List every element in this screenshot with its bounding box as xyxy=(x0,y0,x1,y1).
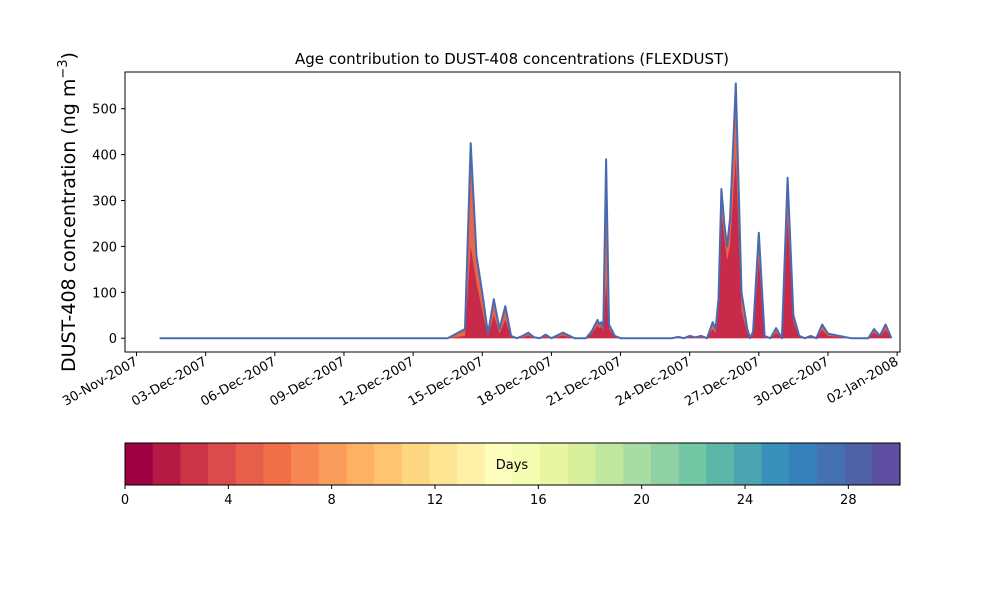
colorbar-frame xyxy=(124,442,901,486)
x-tick-label: 27-Dec-2007 xyxy=(682,354,762,409)
colorbar-segment xyxy=(429,443,458,485)
colorbar-segment xyxy=(816,443,846,485)
colorbar-segment xyxy=(180,443,209,485)
x-axis: 30-Nov-200703-Dec-200706-Dec-200709-Dec-… xyxy=(60,352,901,410)
colorbar-segment xyxy=(733,443,763,485)
colorbar-tick-label: 28 xyxy=(840,493,857,508)
colorbar-segment xyxy=(457,443,486,485)
colorbar-segment xyxy=(208,443,237,485)
colorbar-segment xyxy=(484,443,514,485)
colorbar-segment xyxy=(318,443,348,485)
colorbar-segment xyxy=(291,443,320,485)
colorbar-segment xyxy=(678,443,707,485)
chart-title: Age contribution to DUST-408 concentrati… xyxy=(295,50,729,68)
y-tick-label: 100 xyxy=(92,286,117,301)
x-tick-label: 09-Dec-2007 xyxy=(268,354,348,409)
y-axis-label-exponent: −3 xyxy=(56,59,71,78)
area-old xyxy=(159,83,892,339)
x-tick-label: 18-Dec-2007 xyxy=(475,354,555,409)
x-tick-label: 12-Dec-2007 xyxy=(337,354,417,409)
y-tick-label: 500 xyxy=(92,103,117,118)
colorbar-segment xyxy=(567,443,597,485)
x-tick-label: 02-Jan-2008 xyxy=(825,354,902,407)
y-axis: 0 100 200 300 400 500 xyxy=(92,103,125,347)
x-tick-label: 06-Dec-2007 xyxy=(198,354,278,409)
total-line xyxy=(159,82,893,340)
colorbar-tick-label: 12 xyxy=(427,493,444,508)
colorbar-segment xyxy=(623,443,652,485)
colorbar-tick-label: 4 xyxy=(224,493,232,508)
colorbar-segment xyxy=(263,443,292,485)
colorbar-segment xyxy=(235,443,264,485)
colorbar-segment xyxy=(401,443,431,485)
colorbar-segment xyxy=(125,443,154,485)
area-young xyxy=(159,156,892,339)
y-axis-label-main: DUST-408 concentration (ng m xyxy=(58,79,80,372)
y-tick-label: 200 xyxy=(92,240,117,255)
colorbar xyxy=(125,443,901,485)
colorbar-label: Days xyxy=(496,458,529,473)
colorbar-segment xyxy=(761,443,790,485)
y-axis-label: DUST-408 concentration (ng m−3) xyxy=(56,52,80,372)
plot-frame xyxy=(124,71,901,353)
y-axis-label-close: ) xyxy=(58,52,80,59)
y-tick-label: 0 xyxy=(109,332,117,347)
area-layer-old xyxy=(159,83,892,339)
colorbar-tick-label: 16 xyxy=(530,493,547,508)
x-tick-label: 03-Dec-2007 xyxy=(129,354,209,409)
colorbar-segment xyxy=(540,443,569,485)
colorbar-tick-label: 20 xyxy=(633,493,650,508)
colorbar-segment xyxy=(152,443,181,485)
colorbar-segment xyxy=(374,443,403,485)
colorbar-tick-label: 0 xyxy=(121,493,129,508)
colorbar-tick-label: 8 xyxy=(328,493,336,508)
colorbar-segment xyxy=(595,443,624,485)
colorbar-segment xyxy=(844,443,873,485)
colorbar-segment xyxy=(346,443,375,485)
x-tick-label: 15-Dec-2007 xyxy=(406,354,486,409)
total-line-path xyxy=(159,82,893,340)
y-tick-label: 300 xyxy=(92,195,117,210)
colorbar-segment xyxy=(706,443,735,485)
colorbar-axis: 0 4 8 12 16 20 24 28 xyxy=(121,485,857,508)
area-layer-young xyxy=(159,156,892,339)
colorbar-tick-label: 24 xyxy=(737,493,754,508)
colorbar-segment xyxy=(789,443,818,485)
y-tick-label: 400 xyxy=(92,149,117,164)
x-tick-label: 24-Dec-2007 xyxy=(613,354,693,409)
plot-area xyxy=(124,71,901,353)
x-tick-label: 30-Dec-2007 xyxy=(752,354,832,409)
x-tick-label: 21-Dec-2007 xyxy=(544,354,624,409)
colorbar-segment xyxy=(650,443,680,485)
colorbar-segment xyxy=(872,443,901,485)
colorbar-segment xyxy=(512,443,541,485)
